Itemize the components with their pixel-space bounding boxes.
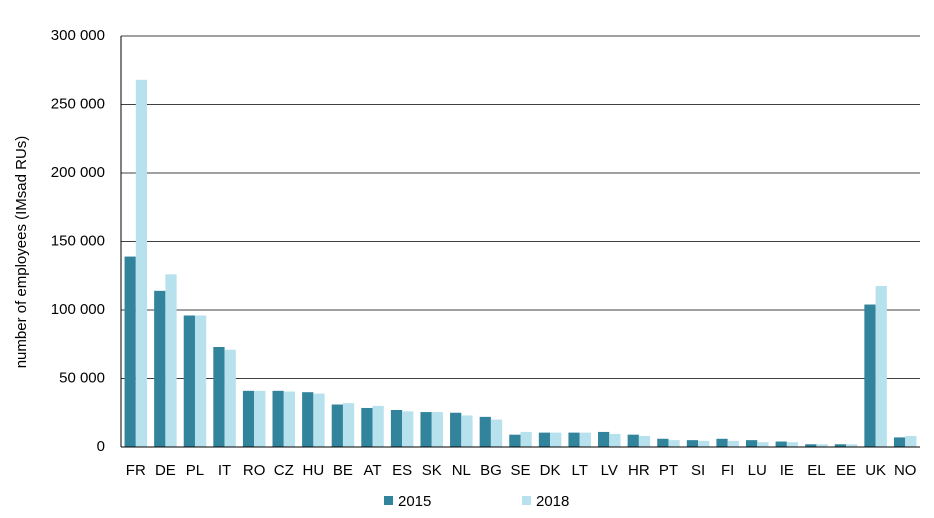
bar (905, 436, 917, 447)
bar (875, 286, 887, 447)
bar (342, 403, 355, 447)
x-tick-label: EE (836, 462, 856, 479)
x-tick-label: PL (186, 462, 204, 479)
bar (775, 441, 787, 447)
bar (609, 433, 621, 447)
bar (461, 415, 473, 447)
bar (538, 432, 551, 447)
bar (479, 416, 491, 447)
bar (135, 79, 148, 447)
bar (331, 404, 343, 447)
bar (402, 411, 414, 447)
bar (194, 315, 207, 447)
bar (313, 393, 325, 447)
x-tick-label: HU (303, 462, 325, 479)
x-tick-label: UK (865, 462, 886, 479)
bar (242, 390, 255, 447)
bar (657, 438, 669, 447)
legend-label: 2018 (536, 493, 569, 510)
x-tick-label: DE (155, 462, 176, 479)
bar (183, 315, 195, 447)
x-tick-label: CZ (274, 462, 294, 479)
bar (727, 440, 739, 447)
x-tick-label: NO (894, 462, 917, 479)
bar (224, 349, 236, 447)
x-tick-label: AT (364, 462, 382, 479)
legend-label: 2015 (398, 493, 431, 510)
y-tick-label: 150 000 (51, 232, 105, 249)
x-tick-label: LV (601, 462, 618, 479)
x-tick-label: DK (540, 462, 561, 479)
bar (893, 437, 906, 447)
bar (668, 440, 680, 447)
x-tick-label: LU (748, 462, 767, 479)
y-tick-label: 250 000 (51, 95, 105, 112)
bar (638, 436, 651, 447)
x-tick-label: LT (571, 462, 587, 479)
bar (520, 431, 532, 447)
bar (846, 444, 858, 447)
bar (420, 412, 432, 447)
x-tick-label: FI (721, 462, 734, 479)
bar (686, 440, 699, 447)
bar (550, 432, 562, 447)
bar (786, 442, 799, 447)
bar (627, 434, 639, 447)
y-tick-label: 50 000 (59, 369, 105, 386)
x-tick-label: ES (392, 462, 412, 479)
bar (509, 434, 521, 447)
bar (165, 274, 177, 447)
bar (124, 256, 136, 447)
bar (390, 410, 403, 447)
y-axis-label: number of employees (IMsad RUs) (13, 136, 30, 369)
x-tick-label: IT (218, 462, 231, 479)
x-tick-label: RO (243, 462, 266, 479)
y-tick-label: 200 000 (51, 164, 105, 181)
bar (805, 444, 817, 447)
bar (490, 419, 503, 447)
legend-swatch (522, 496, 531, 505)
y-tick-label: 300 000 (51, 27, 105, 44)
bar (757, 442, 769, 447)
bar (579, 432, 591, 447)
x-tick-label: SE (510, 462, 530, 479)
x-tick-label: BE (333, 462, 353, 479)
x-tick-label: NL (452, 462, 471, 479)
x-tick-label: EL (807, 462, 825, 479)
y-tick-label: 100 000 (51, 301, 105, 318)
x-tick-label: SI (691, 462, 705, 479)
bar (816, 444, 828, 447)
bar (716, 438, 728, 447)
legend-swatch (384, 496, 393, 505)
bar (302, 392, 314, 447)
bar (450, 412, 462, 447)
x-tick-label: BG (480, 462, 502, 479)
bar (283, 391, 296, 447)
bar (254, 390, 266, 447)
x-tick-label: FR (126, 462, 146, 479)
bar (272, 390, 284, 447)
bar (213, 346, 225, 447)
bar (864, 304, 876, 447)
bar (698, 440, 710, 447)
bar (431, 412, 443, 447)
bar (598, 431, 610, 447)
bar (834, 444, 847, 447)
x-tick-label: SK (422, 462, 442, 479)
bar (568, 432, 580, 447)
x-tick-label: HR (628, 462, 650, 479)
bar (745, 440, 758, 447)
bar (372, 405, 384, 447)
y-tick-label: 0 (97, 438, 105, 455)
bar (361, 407, 373, 447)
bar (154, 290, 166, 447)
x-tick-label: PT (659, 462, 678, 479)
x-tick-label: IE (780, 462, 794, 479)
